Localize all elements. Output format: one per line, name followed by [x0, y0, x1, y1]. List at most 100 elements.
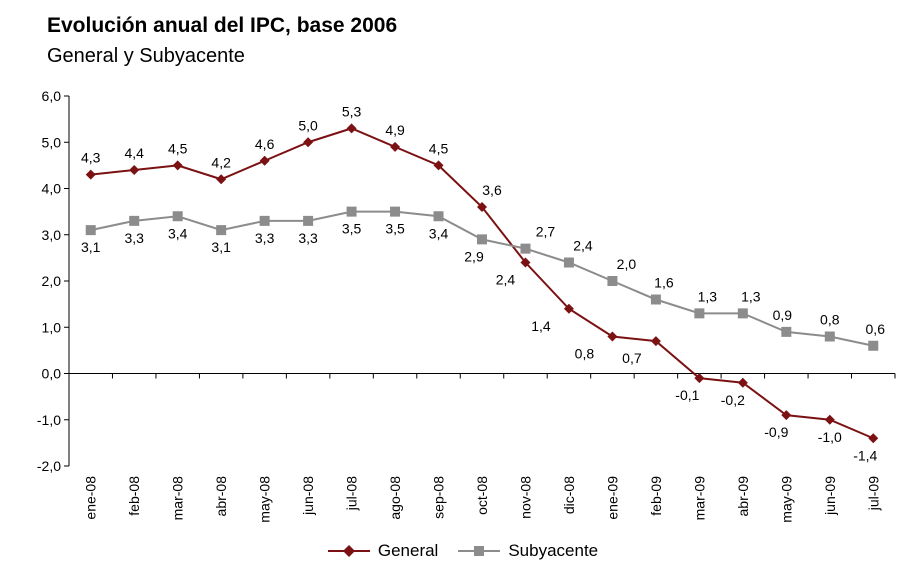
chart-title: Evolución anual del IPC, base 2006: [47, 14, 398, 37]
data-label-general: 0,8: [575, 346, 595, 362]
x-tick-label: abr-09: [735, 476, 751, 517]
data-label-subyacente: 2,7: [536, 224, 556, 240]
data-label-general: 4,3: [81, 150, 101, 166]
legend-item-general: General: [326, 541, 438, 561]
x-tick-label: feb-09: [648, 476, 664, 516]
series-line-subyacente: [90, 210, 874, 347]
data-point-subyacente: [868, 340, 879, 351]
data-point-subyacente: [737, 308, 748, 319]
data-point-general: [607, 331, 618, 342]
data-point-subyacente: [129, 215, 140, 226]
data-label-subyacente: 3,5: [342, 221, 362, 237]
data-point-subyacente: [694, 308, 705, 319]
data-point-general: [85, 169, 96, 180]
data-point-subyacente: [390, 206, 401, 217]
data-label-general: 1,4: [531, 318, 551, 334]
x-tick-label: ene-09: [604, 476, 620, 520]
x-tick-label: feb-08: [126, 476, 142, 516]
legend-subyacente-marker-icon: [458, 546, 501, 556]
data-label-general: 2,4: [496, 272, 516, 288]
legend-label-general: General: [377, 541, 439, 560]
data-label-subyacente: 3,5: [385, 221, 405, 237]
data-point-general: [650, 336, 661, 347]
data-label-subyacente: 1,3: [741, 288, 761, 304]
data-label-subyacente: 2,4: [573, 238, 593, 254]
y-tick-label: 0,0: [42, 366, 62, 382]
data-point-subyacente: [433, 211, 444, 222]
y-tick-label: 2,0: [42, 273, 62, 289]
data-label-subyacente: 3,1: [81, 239, 101, 255]
data-label-subyacente: 0,8: [820, 312, 840, 328]
legend-general-marker-icon: [327, 545, 370, 557]
x-tick-label: ene-08: [83, 476, 99, 520]
x-tick-label: abr-08: [213, 476, 229, 517]
data-point-general: [346, 123, 357, 134]
y-tick-label: -2,0: [37, 458, 61, 474]
data-label-subyacente: 3,1: [211, 239, 231, 255]
data-point-general: [781, 410, 792, 421]
data-label-general: 0,7: [622, 350, 642, 366]
data-point-general: [520, 257, 531, 268]
x-tick-label: dic-08: [561, 476, 577, 514]
y-tick-label: 4,0: [42, 181, 62, 197]
data-label-general: -1,4: [853, 447, 877, 463]
x-tick-label: nov-08: [517, 476, 533, 519]
data-point-general: [172, 160, 183, 171]
data-label-general: -0,1: [675, 387, 699, 403]
data-point-subyacente: [520, 243, 531, 254]
data-point-general: [129, 165, 140, 175]
data-point-general: [824, 414, 835, 425]
y-tick-label: 3,0: [42, 227, 62, 243]
data-label-general: 4,5: [429, 140, 449, 156]
legend: General Subyacente: [0, 541, 924, 561]
data-label-general: 4,4: [124, 145, 144, 161]
data-label-general: 4,6: [255, 136, 275, 152]
data-point-general: [303, 137, 314, 148]
data-label-subyacente: 0,6: [866, 321, 886, 337]
y-tick-label: 1,0: [42, 319, 62, 335]
data-point-general: [868, 433, 879, 444]
x-tick-label: jul-08: [344, 476, 360, 511]
data-point-subyacente: [824, 331, 835, 342]
data-point-subyacente: [563, 257, 574, 268]
data-point-general: [737, 377, 748, 388]
data-point-general: [563, 303, 574, 314]
data-point-general: [216, 174, 227, 185]
data-point-general: [477, 202, 487, 212]
data-label-general: 3,6: [482, 182, 502, 198]
data-label-subyacente: 3,4: [429, 225, 449, 241]
data-point-general: [390, 141, 401, 152]
data-point-subyacente: [346, 206, 357, 217]
data-label-subyacente: 0,9: [773, 307, 793, 323]
legend-label-subyacente: Subyacente: [508, 541, 599, 560]
data-point-subyacente: [259, 215, 270, 226]
data-label-general: -0,2: [721, 392, 745, 408]
data-label-subyacente: 2,9: [464, 248, 484, 264]
x-tick-label: jun-09: [822, 476, 838, 516]
data-label-general: 4,5: [168, 140, 188, 156]
x-tick-label: jul-09: [865, 476, 881, 511]
data-label-subyacente: 3,4: [168, 225, 188, 241]
data-label-general: 4,2: [211, 154, 231, 170]
y-tick-label: 5,0: [42, 134, 62, 150]
x-tick-label: mar-09: [691, 476, 707, 521]
data-label-subyacente: 1,6: [654, 275, 674, 291]
data-label-general: -1,0: [818, 429, 842, 445]
data-point-subyacente: [216, 225, 227, 236]
series-line-general: [90, 127, 874, 440]
data-label-subyacente: 1,3: [698, 288, 718, 304]
y-tick-label: 6,0: [42, 88, 62, 104]
chart-subtitle: General y Subyacente: [47, 45, 245, 67]
data-label-general: 5,3: [342, 103, 362, 119]
data-label-subyacente: 2,0: [617, 256, 637, 272]
data-label-general: -0,9: [764, 424, 788, 440]
data-point-subyacente: [172, 211, 183, 222]
x-tick-label: mar-08: [170, 476, 186, 521]
data-point-subyacente: [303, 215, 314, 226]
data-label-subyacente: 3,3: [255, 230, 275, 246]
y-tick-label: -1,0: [37, 412, 61, 428]
legend-item-subyacente: Subyacente: [456, 541, 598, 561]
data-point-general: [259, 155, 270, 166]
x-tick-label: ago-08: [387, 476, 403, 520]
